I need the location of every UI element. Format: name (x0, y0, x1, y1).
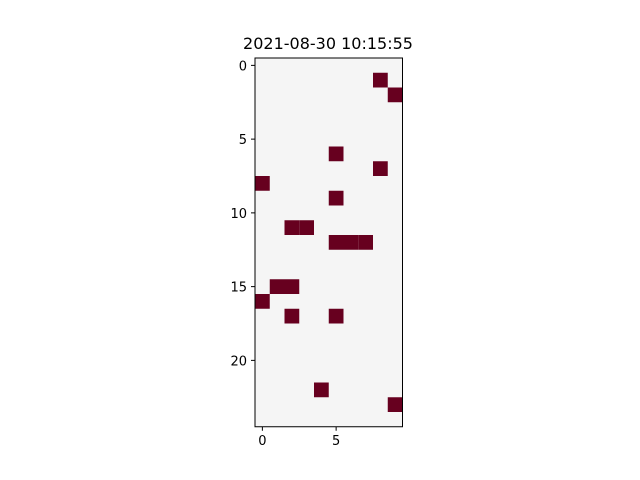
y-tick-label: 5 (239, 133, 247, 148)
heatmap-cell (284, 279, 300, 294)
heatmap-cell (299, 220, 314, 235)
heatmap-cell (328, 190, 344, 206)
y-axis: 0 5 10 15 20 (230, 59, 255, 369)
heatmap-cell (373, 161, 388, 176)
y-tick-label: 0 (239, 59, 247, 74)
heatmap-cell (358, 235, 373, 250)
heatmap-cell (328, 308, 344, 324)
x-tick-label: 0 (258, 434, 266, 449)
heatmap-cell (387, 397, 403, 412)
heatmap-cell (328, 146, 344, 162)
y-tick-label: 15 (230, 281, 247, 296)
x-tick-label: 5 (332, 434, 340, 449)
chart-title: 2021-08-30 10:15:55 (243, 34, 413, 53)
plot-frame (254, 57, 403, 428)
heatmap-cell (343, 235, 359, 250)
plot-area (254, 57, 403, 428)
heatmap-cell (373, 72, 388, 88)
heatmap-cell (269, 279, 285, 294)
heatmap-cell (387, 87, 403, 103)
y-tick-label: 10 (230, 207, 247, 222)
y-tick-label: 20 (230, 354, 247, 369)
heatmap-cell (255, 176, 270, 191)
heatmap-cell (255, 294, 270, 309)
heatmap-cell (314, 382, 329, 398)
heatmap-cell (328, 235, 344, 250)
heatmap-cell (284, 220, 300, 235)
heatmap-cell (284, 308, 300, 324)
